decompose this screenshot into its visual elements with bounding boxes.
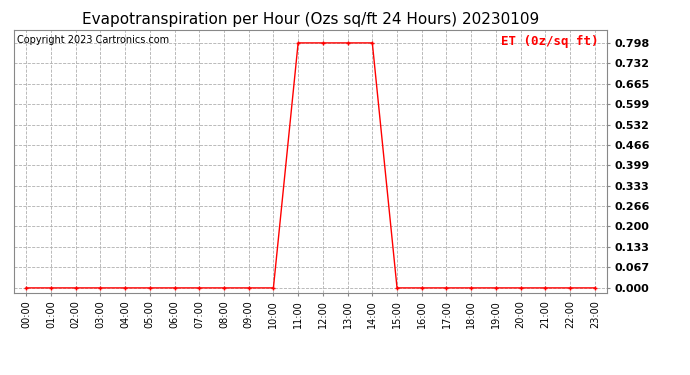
ET (0z/sq ft) — [294, 40, 302, 45]
ET (0z/sq ft) — [368, 40, 377, 45]
ET (0z/sq ft) — [319, 40, 327, 45]
ET (0z/sq ft) — [47, 286, 55, 290]
Text: Copyright 2023 Cartronics.com: Copyright 2023 Cartronics.com — [17, 35, 169, 45]
ET (0z/sq ft) — [244, 286, 253, 290]
Text: ET (0z/sq ft): ET (0z/sq ft) — [501, 35, 598, 48]
ET (0z/sq ft) — [146, 286, 154, 290]
ET (0z/sq ft) — [417, 286, 426, 290]
ET (0z/sq ft) — [517, 286, 525, 290]
ET (0z/sq ft) — [220, 286, 228, 290]
ET (0z/sq ft) — [393, 286, 401, 290]
ET (0z/sq ft) — [195, 286, 204, 290]
Title: Evapotranspiration per Hour (Ozs sq/ft 24 Hours) 20230109: Evapotranspiration per Hour (Ozs sq/ft 2… — [82, 12, 539, 27]
ET (0z/sq ft) — [269, 286, 277, 290]
ET (0z/sq ft) — [96, 286, 104, 290]
ET (0z/sq ft) — [442, 286, 451, 290]
ET (0z/sq ft) — [170, 286, 179, 290]
ET (0z/sq ft) — [541, 286, 549, 290]
ET (0z/sq ft) — [22, 286, 30, 290]
ET (0z/sq ft) — [492, 286, 500, 290]
ET (0z/sq ft) — [467, 286, 475, 290]
ET (0z/sq ft) — [72, 286, 80, 290]
ET (0z/sq ft) — [344, 40, 352, 45]
Line: ET (0z/sq ft): ET (0z/sq ft) — [23, 40, 598, 290]
ET (0z/sq ft) — [121, 286, 129, 290]
ET (0z/sq ft) — [566, 286, 574, 290]
ET (0z/sq ft) — [591, 286, 599, 290]
